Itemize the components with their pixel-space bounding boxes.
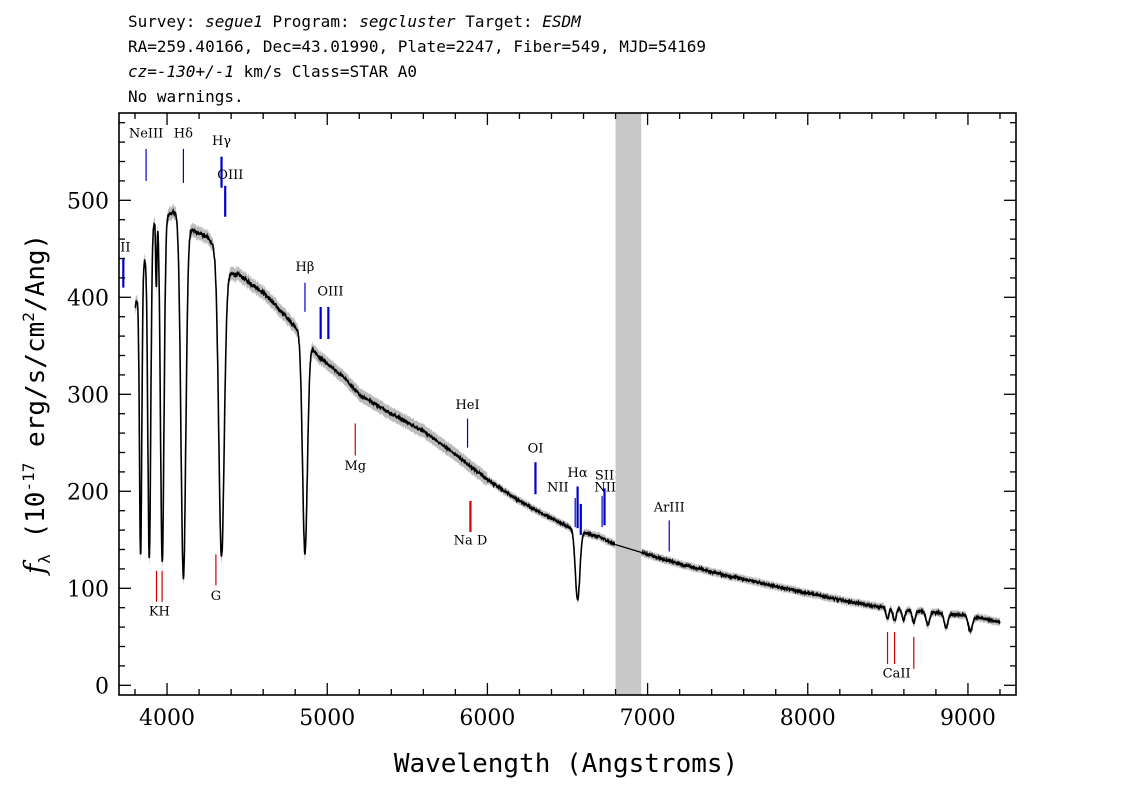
line-marker: Mg	[344, 423, 366, 474]
x-tick-label: 5000	[299, 706, 355, 731]
header-line-2: RA=259.40166, Dec=43.01990, Plate=2247, …	[128, 37, 706, 56]
line-marker-label: Mg	[344, 459, 366, 474]
line-marker: CaII	[883, 631, 915, 682]
x-tick-label: 6000	[459, 706, 515, 731]
error-band-segment-1	[641, 547, 1000, 636]
y-tick-label: 200	[67, 480, 109, 505]
line-marker: NII	[547, 480, 576, 528]
line-marker-label: Hγ	[212, 134, 231, 149]
tick-labels: 4000 5000 6000 7000 8000 9000 0 100 200 300 400 500	[67, 189, 996, 731]
spectrum-mask-bridge	[615, 544, 642, 554]
line-marker-label: SII	[595, 469, 614, 484]
spectrum-line-segment-0	[134, 207, 616, 602]
line-marker-label: NII	[594, 480, 616, 495]
header-line-3: cz=-130+/-1 km/s Class=STAR A0	[128, 62, 417, 81]
spectrum-line-segment-1	[640, 548, 1001, 634]
masked-wavelength-band	[615, 113, 642, 695]
chart-header: Survey: segue1 Program: segcluster Targe…	[128, 12, 706, 106]
line-marker-label: NII	[547, 480, 569, 495]
plot-axes	[118, 112, 1017, 696]
line-marker-label: Hβ	[296, 260, 315, 275]
line-marker: Hγ	[212, 134, 231, 188]
line-marker-label: Hα	[568, 466, 588, 481]
line-marker-label: ArIII	[653, 501, 685, 516]
y-tick-label: 400	[67, 286, 109, 311]
line-marker: NeIII	[129, 126, 163, 181]
y-axis-title: fλ (10-17 erg/s/cm2/Ang)	[18, 234, 54, 576]
line-marker-label: OIII	[317, 284, 343, 299]
x-axis-title: Wavelength (Angstroms)	[394, 749, 738, 779]
header-line-1: Survey: segue1 Program: segcluster Targe…	[128, 12, 582, 31]
line-marker-label: KH	[149, 604, 170, 619]
line-marker: ArIII	[653, 501, 685, 552]
line-marker-label: Na D	[454, 534, 488, 549]
line-marker: OIII	[317, 284, 343, 340]
x-tick-label: 4000	[139, 706, 195, 731]
y-tick-label: 0	[95, 674, 109, 699]
header-line-4: No warnings.	[128, 87, 244, 106]
line-marker: Na D	[454, 501, 488, 549]
line-marker-label: HeI	[455, 398, 479, 413]
line-marker: G	[211, 554, 221, 604]
x-tick-label: 9000	[940, 706, 996, 731]
line-marker-label: II	[120, 241, 130, 256]
line-marker: HeI	[455, 398, 480, 448]
x-tick-label: 7000	[620, 706, 676, 731]
line-marker: Hδ	[174, 126, 193, 183]
line-marker: OI	[528, 442, 544, 495]
line-marker: OIII	[217, 168, 243, 217]
line-marker-label: OIII	[217, 168, 243, 183]
line-marker-label: OI	[528, 442, 544, 457]
line-marker-label: G	[211, 589, 221, 604]
spectrum-series	[134, 207, 1001, 634]
x-tick-label: 8000	[780, 706, 836, 731]
flux-error-band	[135, 204, 1000, 636]
y-tick-label: 300	[67, 383, 109, 408]
line-marker: Hβ	[296, 260, 315, 312]
line-marker: SII	[595, 469, 614, 526]
line-marker-label: NeIII	[129, 126, 163, 141]
line-marker: II	[120, 241, 131, 288]
plot-frame	[118, 112, 1017, 696]
line-marker: NII	[594, 480, 616, 528]
line-marker: Hα	[568, 466, 588, 535]
line-marker-label: CaII	[883, 667, 911, 682]
y-tick-label: 500	[67, 189, 109, 214]
y-tick-label: 100	[67, 577, 109, 602]
line-marker: KH	[149, 570, 170, 619]
masked-band-rect	[615, 113, 642, 695]
line-marker-label: Hδ	[174, 126, 193, 141]
spectral-line-markers: NeIII HδHγOIIIIIHβOIIIHeIOINIIHαNIISIIArI…	[120, 126, 915, 682]
